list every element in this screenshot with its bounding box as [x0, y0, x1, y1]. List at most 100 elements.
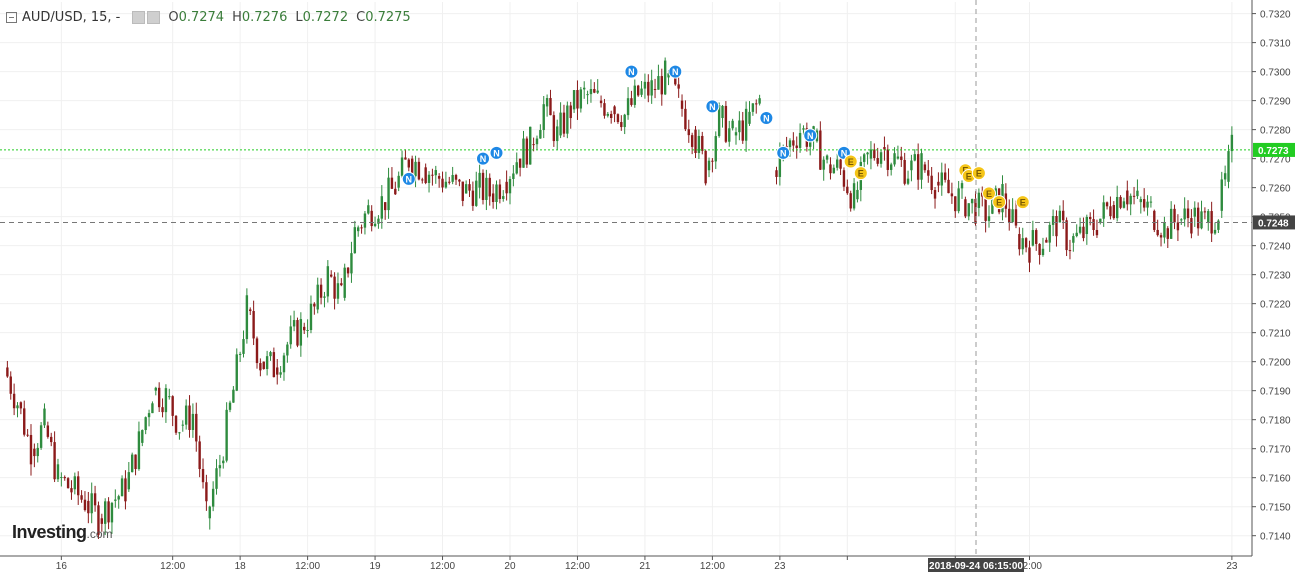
- crosshair-price-badge: [1253, 215, 1295, 230]
- x-tick-label: 23: [774, 561, 786, 572]
- candle-body: [394, 188, 397, 195]
- candle-body: [90, 493, 93, 514]
- candle-body: [657, 76, 660, 90]
- candle-body: [1220, 179, 1223, 211]
- candle-body: [1166, 228, 1169, 239]
- y-tick-label: 0.7280: [1260, 126, 1291, 137]
- candle-body: [549, 98, 552, 116]
- candle-body: [9, 376, 12, 394]
- candle-body: [1203, 211, 1207, 213]
- candle-body: [873, 149, 876, 159]
- x-tick-label: 20: [504, 561, 516, 572]
- candle-body: [653, 89, 657, 91]
- candle-body: [529, 126, 532, 165]
- candle-body: [690, 135, 694, 147]
- candle-body: [107, 501, 110, 523]
- candle-body: [552, 115, 556, 142]
- candle-body: [471, 190, 475, 206]
- last-price-badge: [1253, 142, 1295, 157]
- x-tick-label: 12:00: [1017, 561, 1042, 572]
- marker-label: E: [966, 172, 972, 182]
- candle-body: [566, 105, 569, 134]
- candle-body: [12, 393, 16, 409]
- y-tick-label: 0.7200: [1260, 358, 1291, 369]
- candle-body: [1169, 208, 1173, 239]
- candle-body: [1014, 209, 1018, 226]
- y-tick-label: 0.7290: [1260, 97, 1291, 108]
- candle-body: [208, 506, 211, 519]
- eye-icon[interactable]: [132, 11, 146, 24]
- candle-body: [717, 105, 721, 137]
- settings-icon[interactable]: [147, 11, 161, 24]
- candle-body: [583, 87, 586, 90]
- candle-body: [606, 113, 610, 116]
- x-tick-label: 12:00: [430, 561, 455, 572]
- candle-body: [640, 88, 643, 95]
- collapse-icon[interactable]: [6, 12, 17, 23]
- candle-body: [303, 326, 306, 331]
- candle-body: [171, 396, 174, 416]
- candle-body: [485, 177, 488, 200]
- candle-body: [1132, 195, 1136, 197]
- candle-body: [1051, 216, 1055, 225]
- candle-body: [461, 181, 464, 201]
- candle-body: [154, 387, 157, 391]
- candle-body: [77, 476, 80, 496]
- candle-body: [380, 196, 384, 219]
- candle-body: [414, 161, 417, 177]
- candle-body: [532, 144, 535, 146]
- candle-body: [296, 320, 299, 346]
- candle-body: [468, 184, 471, 191]
- candle-body: [970, 198, 974, 204]
- candle-body: [613, 106, 616, 115]
- y-tick-label: 0.7230: [1260, 271, 1291, 282]
- news-marker-icon: [759, 111, 774, 126]
- candle-body: [80, 495, 83, 500]
- candle-body: [596, 90, 599, 93]
- crosshair-time-label: 2018-09-24 06:15:00: [929, 561, 1023, 572]
- candle-body: [458, 179, 461, 182]
- candle-body: [991, 196, 994, 214]
- candle-body: [1038, 243, 1041, 256]
- candle-body: [50, 436, 53, 443]
- candle-body: [130, 454, 134, 473]
- candle-body: [856, 189, 859, 200]
- candle-body: [1122, 201, 1126, 208]
- candle-body: [1227, 151, 1230, 182]
- candle-body: [63, 477, 66, 479]
- candle-body: [451, 174, 454, 182]
- candle-body: [282, 355, 286, 373]
- candle-body: [350, 253, 353, 274]
- marker-label: E: [858, 169, 864, 179]
- candle-body: [1055, 216, 1058, 237]
- close-value: C0.7275: [356, 10, 411, 25]
- candle-body: [1217, 220, 1220, 230]
- candle-body: [498, 184, 502, 199]
- candle-body: [1035, 230, 1038, 244]
- candle-body: [842, 170, 846, 187]
- x-tick-label: 18: [235, 561, 247, 572]
- candle-body: [46, 425, 50, 437]
- candle-body: [454, 174, 458, 180]
- candle-body: [235, 354, 238, 391]
- indicator-icons[interactable]: [132, 11, 161, 24]
- candle-body: [387, 177, 390, 211]
- open-value: O0.7274: [168, 10, 225, 25]
- candle-body: [512, 173, 515, 180]
- candle-body: [674, 74, 677, 85]
- investing-logo: Investing.com: [12, 522, 113, 542]
- candle-body: [744, 108, 748, 141]
- candle-body: [198, 441, 201, 470]
- candle-body: [1008, 208, 1011, 223]
- candle-body: [984, 196, 987, 221]
- candle-body: [650, 80, 653, 96]
- candle-body: [1099, 218, 1102, 223]
- candle-body: [927, 170, 930, 176]
- candle-body: [478, 172, 481, 188]
- candle-body: [505, 181, 508, 194]
- candle-body: [1149, 201, 1153, 203]
- news-marker-icon: [476, 151, 491, 166]
- candle-body: [943, 172, 947, 180]
